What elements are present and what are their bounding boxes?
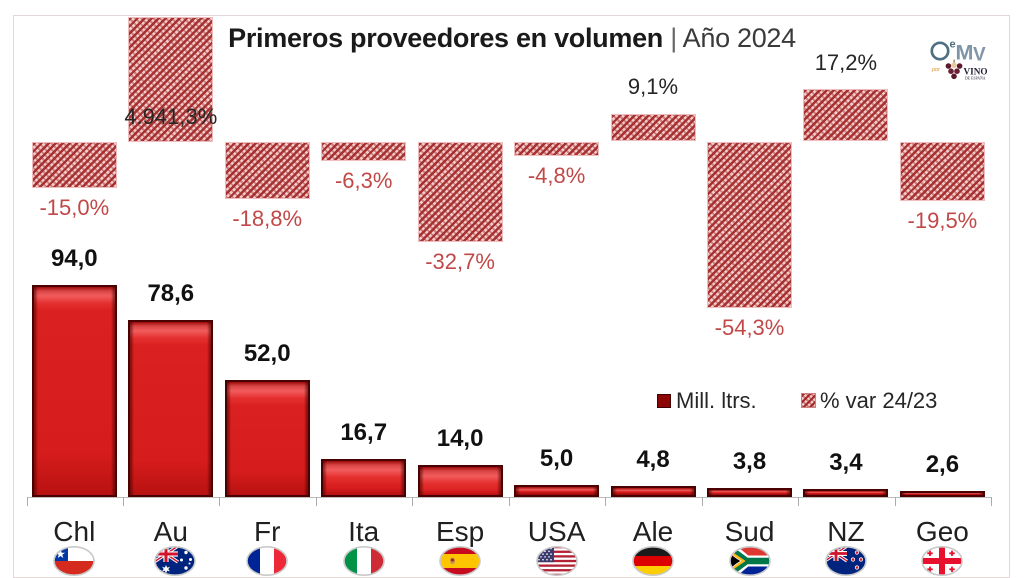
svg-text:M: M xyxy=(956,41,974,65)
svg-text:VINO: VINO xyxy=(964,67,988,77)
svg-text:DE ESPAÑA: DE ESPAÑA xyxy=(965,76,986,81)
svg-text:V: V xyxy=(973,45,986,66)
svg-text:e: e xyxy=(950,39,956,51)
svg-text:por: por xyxy=(931,67,941,73)
